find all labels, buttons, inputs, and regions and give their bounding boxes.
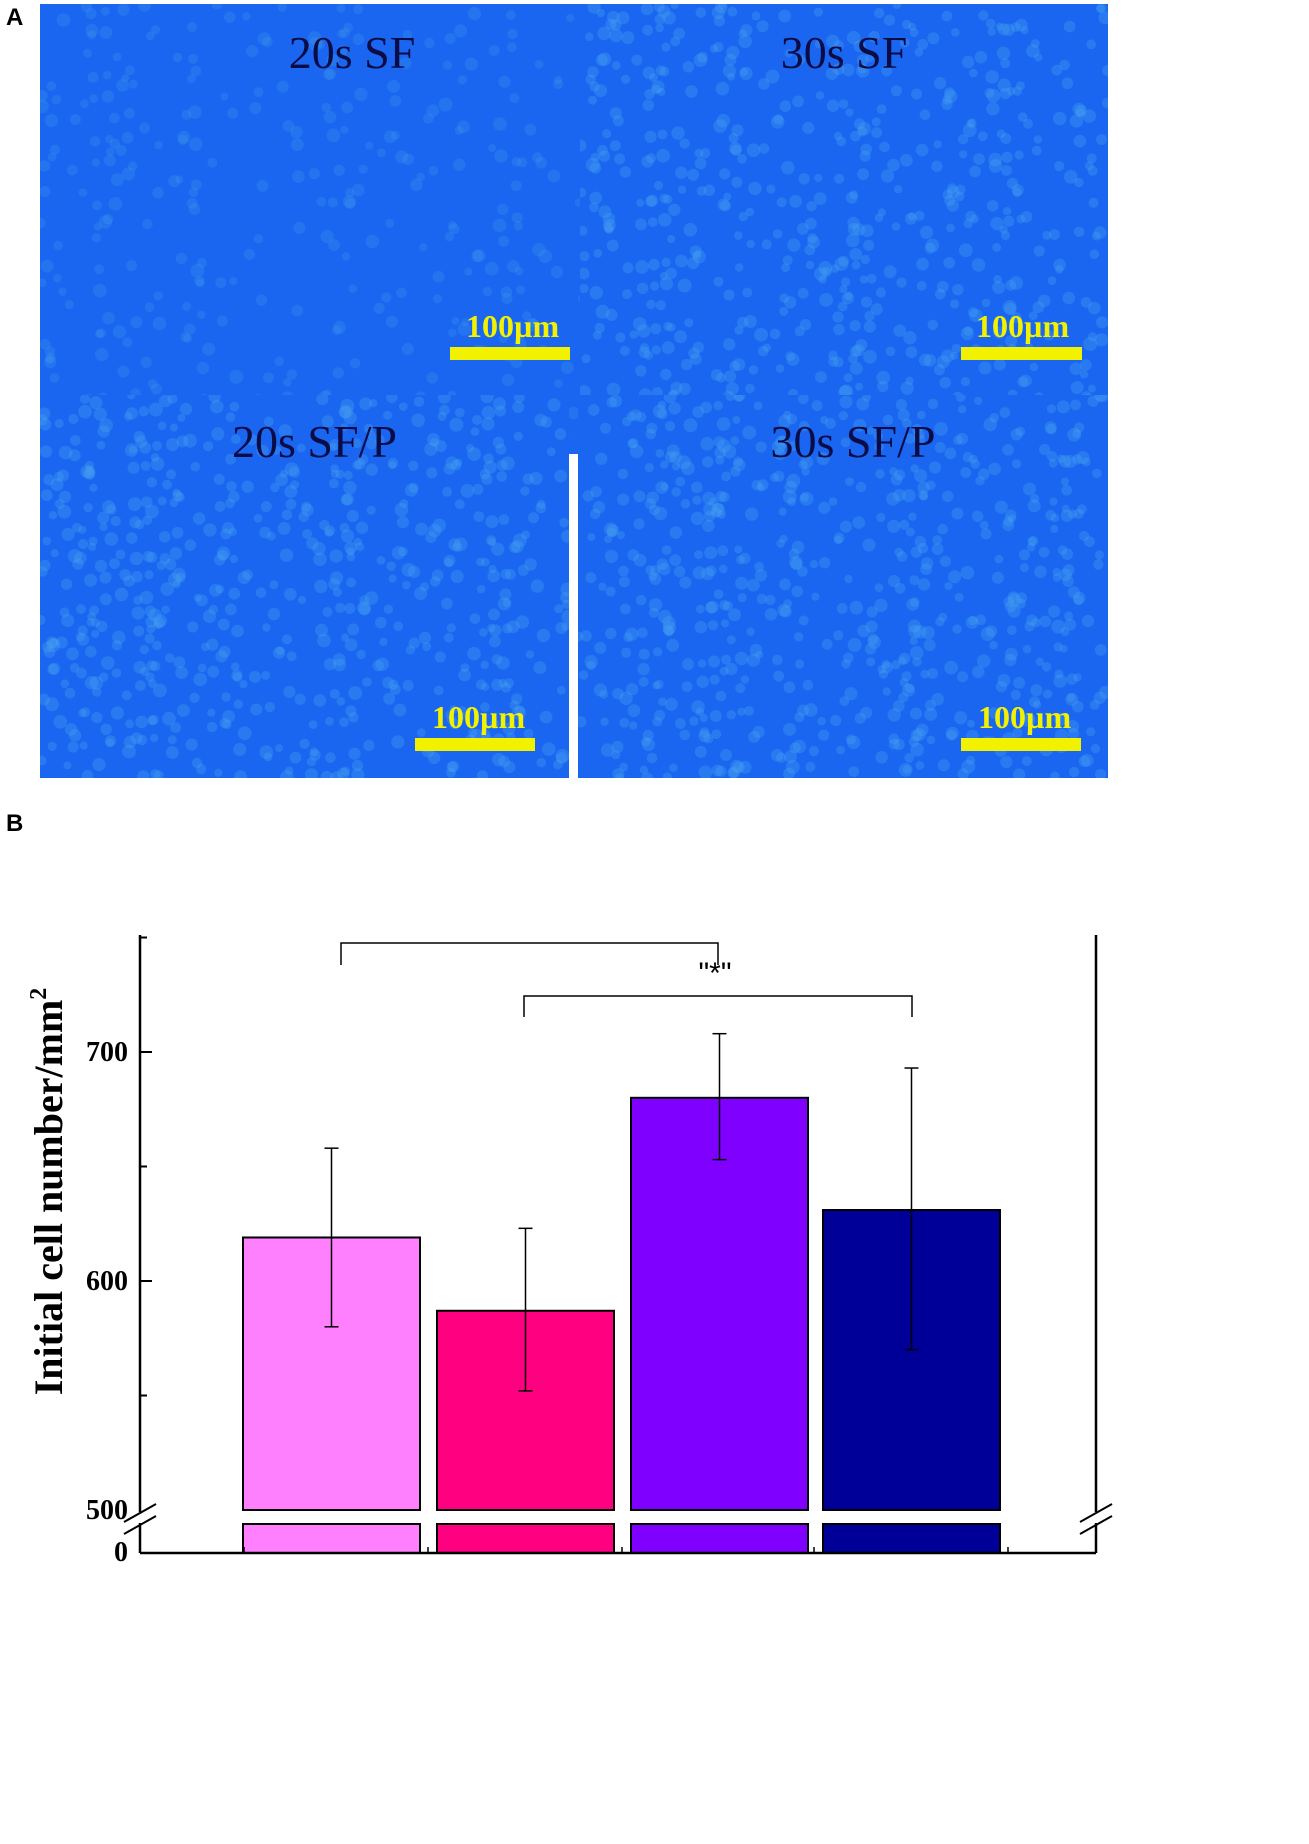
- cell-nuclei: [578, 395, 1108, 778]
- y-axis-label: Initial cell number/mm2: [26, 988, 71, 1396]
- y-axis-label-superscript: 2: [26, 988, 52, 1000]
- axis-break-gap: [144, 1512, 1092, 1523]
- field-background: [40, 395, 569, 778]
- y-tick-label: 0: [114, 1537, 128, 1568]
- cell-nuclei: [40, 4, 664, 454]
- cell-nuclei: [40, 395, 569, 778]
- error-bar-3: [904, 1067, 919, 1351]
- micrograph-field: [578, 395, 1108, 778]
- micrograph-label: 20s SF/P: [232, 416, 397, 467]
- y-tick-label: 600: [86, 1266, 128, 1297]
- micrograph-20s-sf: 20s SF 100µm: [40, 4, 664, 454]
- y-tick-label: 500: [86, 1495, 128, 1526]
- micrograph-field: [580, 4, 1108, 454]
- field-background: [580, 4, 1108, 454]
- bar-lower-0: [242, 1523, 421, 1554]
- micrograph-label: 30s SF/P: [770, 416, 936, 467]
- field-background: [578, 395, 1108, 778]
- bar-lower-3: [822, 1523, 1001, 1554]
- bar-lower-1: [436, 1523, 615, 1554]
- scale-bar: [961, 738, 1081, 751]
- panel-a-letter: A: [6, 4, 24, 31]
- bar-lower-2: [630, 1523, 809, 1554]
- micrograph-20s-sf-p: 20s SF/P 100µm: [40, 395, 569, 778]
- panel-b-letter: B: [6, 810, 24, 837]
- scale-bar: [961, 347, 1082, 360]
- scale-bar-label: 100µm: [432, 699, 526, 735]
- significance-label-single-star: "*": [699, 957, 732, 990]
- bar-2: [630, 1096, 809, 1512]
- micrograph-label: 20s SF: [288, 27, 416, 78]
- micrograph-label: 30s SF: [780, 27, 908, 78]
- scale-bar: [450, 347, 570, 360]
- micrograph-field: [40, 4, 664, 454]
- scale-bar-label: 100µm: [978, 699, 1072, 735]
- error-bar-1: [518, 1227, 533, 1392]
- field-background: [40, 4, 664, 454]
- micrograph-30s-sf: 30s SF 100µm: [580, 4, 1108, 454]
- bracket-single-star: [523, 995, 913, 1017]
- micrograph-field: [40, 395, 569, 778]
- bar-chart: 8007006005000Initial cell number/mm220s …: [26, 935, 1113, 1568]
- scale-bar-label: 100µm: [976, 308, 1070, 344]
- micrograph-30s-sf-p: 30s SF/P 100µm: [578, 395, 1108, 778]
- error-bar-2: [712, 1032, 727, 1161]
- significance-brackets: [340, 942, 913, 1017]
- axis-break-marks: [123, 1503, 1113, 1535]
- scale-bar: [415, 738, 535, 751]
- bracket-double-star: [340, 942, 719, 965]
- scale-bar-label: 100µm: [466, 308, 560, 344]
- y-tick-label: 700: [86, 1037, 128, 1068]
- error-bar-0: [324, 1147, 339, 1328]
